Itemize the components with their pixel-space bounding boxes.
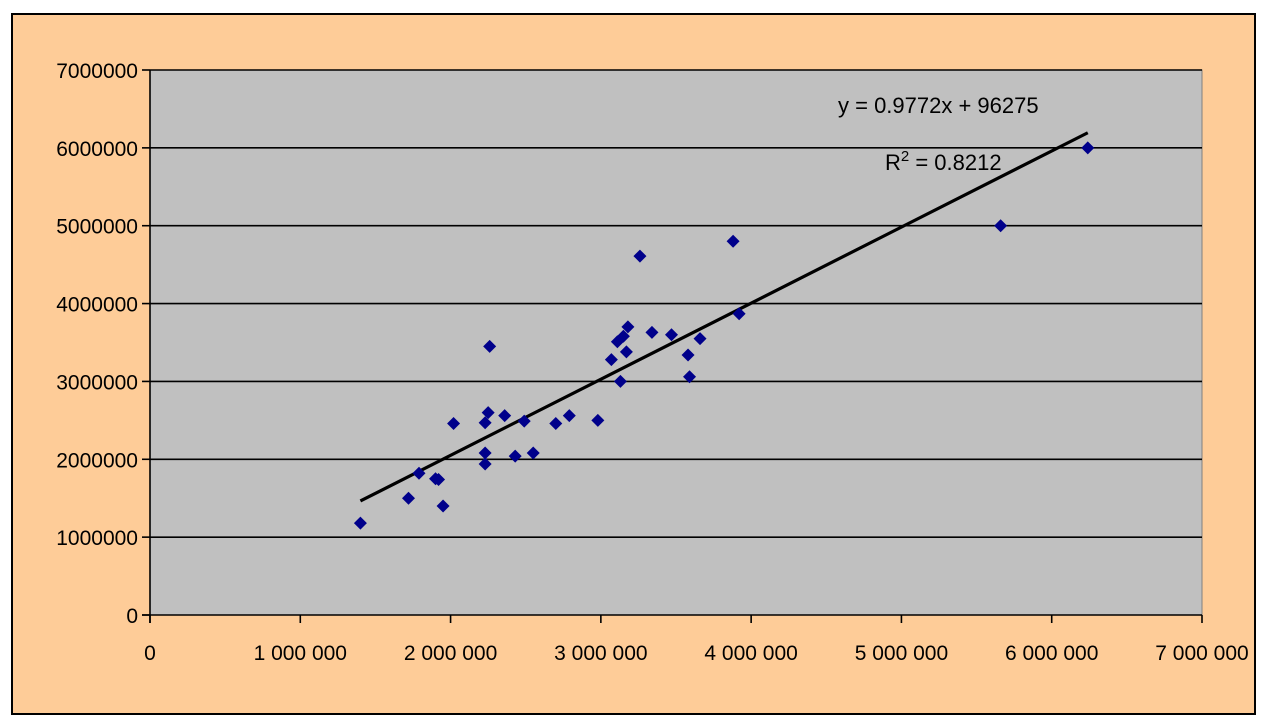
data-point xyxy=(447,416,461,430)
data-point xyxy=(432,473,446,487)
y-tick-label: 4000000 xyxy=(56,294,138,317)
x-tick-label: 6 000 000 xyxy=(1005,642,1098,665)
x-tick-label: 1 000 000 xyxy=(254,642,347,665)
x-tick-label: 0 xyxy=(144,642,156,665)
data-point xyxy=(664,328,678,342)
data-point xyxy=(591,413,605,427)
data-point xyxy=(436,499,450,513)
data-point xyxy=(508,449,522,463)
r-squared-value: = 0.8212 xyxy=(909,150,1001,175)
y-axis-tick-labels: 0 1000000 2000000 3000000 4000000 5000000 6000… xyxy=(56,60,138,628)
y-tick-label: 5000000 xyxy=(56,216,138,239)
data-point xyxy=(621,320,635,334)
data-point xyxy=(412,466,426,480)
data-point xyxy=(517,414,531,428)
x-tick-label: 3 000 000 xyxy=(554,642,647,665)
data-point xyxy=(481,406,495,420)
data-point xyxy=(726,234,740,248)
data-point xyxy=(478,457,492,471)
data-point xyxy=(401,491,415,505)
gridlines xyxy=(150,69,1202,538)
axes xyxy=(142,69,1203,623)
trendline xyxy=(359,131,1089,503)
r-squared-superscript: 2 xyxy=(901,148,909,165)
data-point xyxy=(633,249,647,263)
data-point xyxy=(549,416,563,430)
y-tick-label: 1000000 xyxy=(56,527,138,550)
y-tick-label: 0 xyxy=(126,605,138,628)
data-point xyxy=(604,353,618,367)
trendline-r-squared: R2 = 0.8212 xyxy=(885,148,1002,175)
data-point xyxy=(994,219,1008,233)
data-point xyxy=(353,516,367,530)
data-point xyxy=(526,446,540,460)
data-point xyxy=(693,332,707,346)
data-point xyxy=(1081,141,1095,155)
r-squared-symbol: R xyxy=(885,150,901,175)
x-tick-label: 4 000 000 xyxy=(704,642,797,665)
data-point xyxy=(645,325,659,339)
trendline-layer xyxy=(359,131,1089,503)
data-point xyxy=(613,374,627,388)
y-tick-label: 7000000 xyxy=(56,60,138,83)
y-tick-label: 3000000 xyxy=(56,371,138,394)
data-point xyxy=(681,348,695,362)
y-tick-label: 2000000 xyxy=(56,449,138,472)
data-point xyxy=(478,416,492,430)
trendline-equation: y = 0.9772x + 96275 xyxy=(838,93,1039,118)
x-axis-tick-labels: 0 1 000 000 2 000 000 3 000 000 4 000 000 5 0… xyxy=(144,642,1249,665)
data-point xyxy=(562,409,576,423)
data-point xyxy=(498,409,512,423)
x-tick-label: 5 000 000 xyxy=(855,642,948,665)
data-point xyxy=(483,339,497,353)
data-point xyxy=(478,446,492,460)
x-tick-label: 2 000 000 xyxy=(404,642,497,665)
y-tick-label: 6000000 xyxy=(56,138,138,161)
data-point xyxy=(619,345,633,359)
data-points xyxy=(353,141,1095,530)
data-point xyxy=(683,370,697,384)
x-tick-label: 7 000 000 xyxy=(1155,642,1248,665)
data-point xyxy=(616,329,630,343)
data-point xyxy=(732,307,746,321)
